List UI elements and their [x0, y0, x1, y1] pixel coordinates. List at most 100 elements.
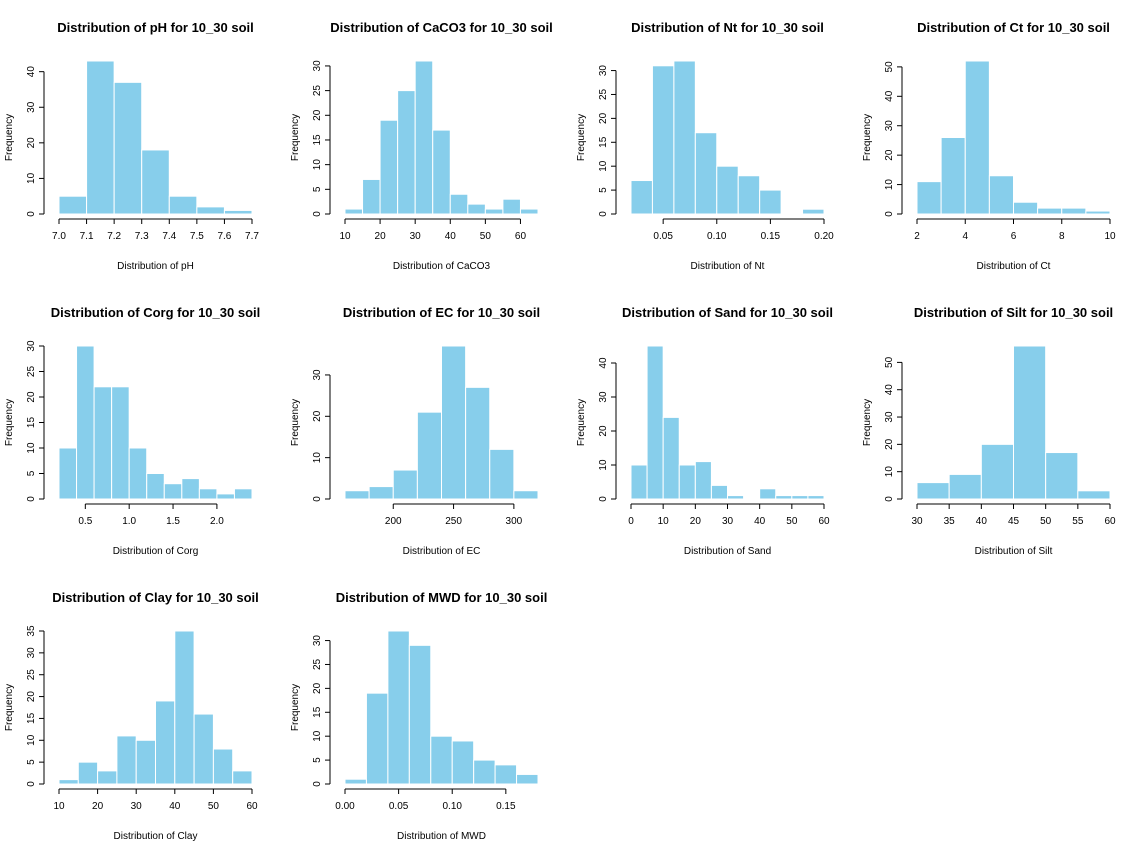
chart-title: Distribution of Silt for 10_30 soil — [914, 305, 1113, 320]
chart-title: Distribution of Ct for 10_30 soil — [917, 20, 1110, 35]
histogram-bar — [489, 448, 515, 500]
y-tick-label: 40 — [884, 90, 895, 102]
y-tick-label: 10 — [26, 734, 37, 746]
chart-title: Distribution of CaCO3 for 10_30 soil — [330, 20, 553, 35]
y-tick-label: 15 — [598, 136, 609, 148]
histogram-bar — [128, 447, 148, 500]
y-tick-label: 20 — [26, 691, 37, 703]
chart-title: Distribution of Nt for 10_30 soil — [631, 20, 824, 35]
x-tick-label: 7.7 — [245, 231, 259, 242]
x-axis-label: Distribution of Sand — [684, 546, 771, 557]
histogram-bar — [473, 759, 496, 785]
y-tick-label: 5 — [26, 759, 37, 765]
histogram-bar — [513, 490, 539, 500]
histogram-bar — [916, 181, 942, 215]
x-tick-label: 60 — [246, 801, 258, 812]
histogram-bar — [155, 700, 176, 785]
y-tick-label: 40 — [26, 66, 37, 78]
x-axis-label: Distribution of Ct — [977, 261, 1051, 272]
y-tick-label: 30 — [26, 101, 37, 113]
x-tick-label: 40 — [445, 231, 457, 242]
y-tick-label: 20 — [312, 410, 323, 422]
y-tick-label: 40 — [884, 384, 895, 396]
histogram-bar — [86, 60, 115, 215]
histogram-bar — [111, 386, 130, 500]
histogram-bar — [212, 748, 234, 785]
y-tick-label: 30 — [598, 65, 609, 77]
histogram-bar — [802, 208, 825, 215]
y-tick-label: 30 — [884, 120, 895, 132]
x-tick-label: 55 — [1072, 516, 1084, 527]
histogram-bar — [198, 488, 218, 500]
x-tick-label: 60 — [1104, 516, 1116, 527]
histogram-bar — [58, 779, 79, 785]
histogram-bar — [379, 119, 399, 215]
histogram-bar — [1077, 490, 1111, 500]
histogram-panel: Distribution of Sand for 10_30 soil 0 10 20… — [572, 285, 858, 570]
histogram-bar — [467, 203, 486, 215]
histogram-bar — [368, 486, 394, 500]
y-tick-label: 30 — [312, 635, 323, 647]
y-tick-label: 0 — [598, 211, 609, 217]
x-tick-label: 0.10 — [442, 801, 462, 812]
y-tick-label: 10 — [884, 466, 895, 478]
histogram-bar — [168, 195, 198, 215]
histogram-svg: Distribution of pH for 10_30 soil 7.0 7.1 7… — [4, 20, 259, 272]
y-tick-label: 35 — [26, 625, 37, 637]
histogram-svg: Distribution of Clay for 10_30 soil 10 20 3… — [4, 590, 259, 842]
x-tick-label: 60 — [818, 516, 830, 527]
x-axis-label: Distribution of pH — [117, 261, 194, 272]
histogram-bar — [193, 713, 214, 785]
histogram-bar — [223, 209, 253, 215]
x-tick-label: 7.0 — [52, 231, 66, 242]
histogram-bar — [916, 482, 950, 500]
histogram-bar — [964, 60, 990, 215]
y-tick-label: 10 — [884, 179, 895, 191]
y-tick-label: 25 — [26, 366, 37, 378]
y-tick-label: 20 — [26, 391, 37, 403]
histogram-bar — [58, 447, 78, 500]
histogram-panel: Distribution of Corg for 10_30 soil 0.5 1.… — [0, 285, 286, 570]
histogram-bar — [1045, 452, 1079, 500]
histogram-bar — [710, 484, 729, 500]
histogram-bar — [116, 735, 137, 785]
x-tick-label: 0.15 — [761, 231, 781, 242]
y-tick-label: 10 — [312, 452, 323, 464]
histogram-bar — [387, 630, 410, 785]
x-tick-label: 7.4 — [162, 231, 176, 242]
histogram-bar — [737, 175, 761, 215]
chart-title: Distribution of EC for 10_30 soil — [343, 305, 540, 320]
y-tick-label: 0 — [312, 781, 323, 787]
y-tick-label: 20 — [884, 149, 895, 161]
y-tick-label: 30 — [884, 411, 895, 423]
y-tick-label: 10 — [598, 160, 609, 172]
y-tick-label: 25 — [598, 88, 609, 100]
histogram-panel: Distribution of Silt for 10_30 soil 30 35 4… — [858, 285, 1144, 570]
x-tick-label: 0.05 — [389, 801, 409, 812]
histogram-bar — [174, 630, 195, 785]
x-tick-label: 7.1 — [80, 231, 94, 242]
x-tick-label: 0.15 — [496, 801, 516, 812]
chart-title: Distribution of Corg for 10_30 soil — [51, 305, 260, 320]
y-tick-label: 10 — [598, 459, 609, 471]
y-axis-label: Frequency — [290, 399, 301, 446]
histogram-bar — [465, 386, 491, 500]
x-axis-label: Distribution of Clay — [114, 831, 198, 842]
histogram-bar — [727, 495, 745, 500]
histogram-bar — [1085, 210, 1111, 215]
histogram-bar — [716, 165, 739, 215]
x-tick-label: 1.5 — [166, 516, 180, 527]
histogram-bar — [980, 443, 1015, 500]
x-tick-label: 35 — [944, 516, 956, 527]
histogram-bar — [430, 735, 453, 785]
histogram-bar — [97, 770, 118, 785]
histogram-bar — [77, 761, 99, 785]
histogram-bar — [791, 495, 809, 500]
x-tick-label: 250 — [445, 516, 462, 527]
histogram-panel: Distribution of Nt for 10_30 soil 0.05 0.1… — [572, 0, 858, 285]
x-tick-label: 0.00 — [335, 801, 355, 812]
y-tick-label: 30 — [312, 369, 323, 381]
x-tick-label: 20 — [690, 516, 702, 527]
chart-title: Distribution of MWD for 10_30 soil — [336, 590, 548, 605]
